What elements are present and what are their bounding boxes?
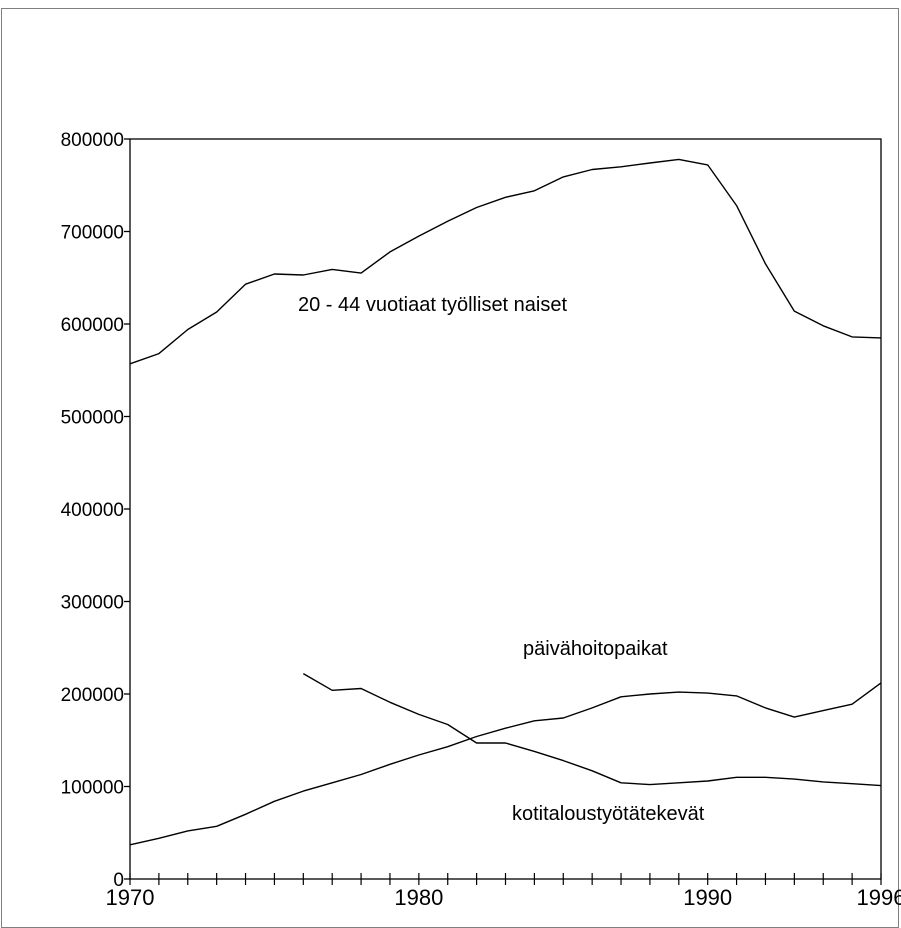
- plot-border: [129, 138, 882, 880]
- line-workers: [129, 158, 882, 365]
- series-labels: 20 - 44 vuotiaat työlliset naiset päiväh…: [298, 294, 705, 825]
- y-tick-label: 800000: [61, 130, 124, 151]
- y-tick-label: 200000: [61, 685, 124, 706]
- y-tick-label: 300000: [61, 593, 124, 614]
- y-axis: 0 100000 200000 300000 400000 500000 600000 700…: [61, 130, 130, 891]
- x-axis: 1970 1980 1990 1996: [106, 873, 901, 910]
- x-tick-label: 1980: [394, 885, 443, 910]
- x-tick-label: 1990: [683, 885, 732, 910]
- series-lines: [129, 158, 882, 846]
- series-label-workers: 20 - 44 vuotiaat työlliset naiset: [298, 294, 567, 316]
- y-tick-label: 500000: [61, 408, 124, 429]
- series-label-daycare: päivähoitopaikat: [523, 638, 668, 660]
- y-tick-label: 0: [113, 870, 124, 891]
- line-daycare: [129, 682, 882, 846]
- series-label-household: kotitaloustyötätekevät: [512, 803, 705, 825]
- x-tick-label: 1970: [106, 885, 155, 910]
- y-tick-label: 700000: [61, 223, 124, 244]
- x-tick-label: 1996: [857, 885, 901, 910]
- y-tick-label: 100000: [61, 778, 124, 799]
- y-tick-label: 600000: [61, 315, 124, 336]
- y-tick-label: 400000: [61, 500, 124, 521]
- plot-area: [129, 138, 882, 880]
- line-household: [302, 672, 882, 787]
